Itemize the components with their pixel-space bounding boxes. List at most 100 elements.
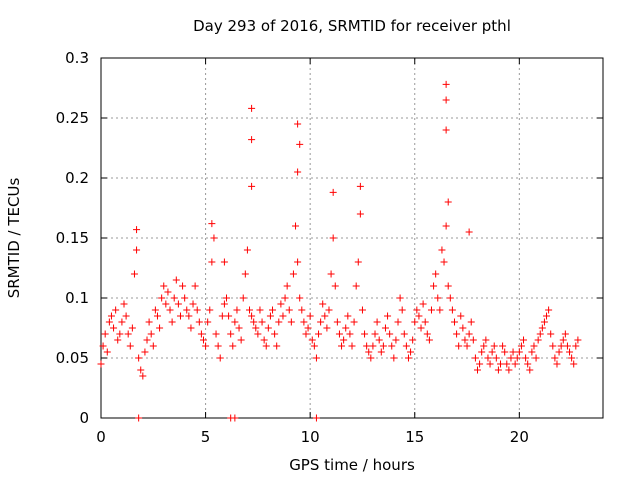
data-point — [559, 336, 567, 344]
data-point — [252, 324, 260, 332]
data-point — [160, 282, 168, 290]
data-point — [126, 342, 134, 350]
data-point — [133, 226, 141, 234]
data-point — [294, 168, 302, 176]
data-point — [338, 342, 346, 350]
data-point — [390, 354, 398, 362]
data-point — [379, 342, 387, 350]
data-point — [254, 330, 262, 338]
data-point — [141, 348, 149, 356]
data-point — [555, 348, 563, 356]
data-point — [296, 140, 304, 148]
data-point — [256, 306, 264, 314]
data-point — [484, 354, 492, 362]
data-point — [476, 360, 484, 368]
data-point — [503, 360, 511, 368]
data-point — [319, 300, 327, 308]
data-point — [248, 182, 256, 190]
x-axis-label: GPS time / hours — [289, 456, 415, 474]
data-point — [258, 318, 266, 326]
data-point — [122, 312, 130, 320]
y-tick-label: 0.2 — [65, 169, 89, 187]
data-point — [482, 336, 490, 344]
data-point — [304, 324, 312, 332]
data-point — [553, 360, 561, 368]
data-point — [453, 330, 461, 338]
data-point — [377, 348, 385, 356]
data-point — [407, 348, 415, 356]
data-point — [149, 342, 157, 350]
data-point — [505, 366, 513, 374]
data-point — [269, 306, 277, 314]
data-point — [124, 330, 132, 338]
data-point — [317, 318, 325, 326]
data-point — [279, 312, 287, 320]
data-point — [356, 210, 364, 218]
data-point — [342, 324, 350, 332]
data-point — [145, 318, 153, 326]
data-point — [231, 414, 239, 422]
data-point — [501, 348, 509, 356]
data-point — [440, 258, 448, 266]
data-point — [492, 354, 500, 362]
data-point — [465, 330, 473, 338]
data-point — [369, 342, 377, 350]
data-point — [312, 414, 320, 422]
grid — [101, 58, 603, 418]
data-point — [442, 222, 450, 230]
data-point — [315, 330, 323, 338]
data-point — [204, 318, 212, 326]
data-point — [294, 258, 302, 266]
data-point — [350, 318, 358, 326]
data-point — [235, 324, 243, 332]
data-point — [233, 306, 241, 314]
data-point — [310, 342, 318, 350]
data-point — [120, 300, 128, 308]
data-point — [271, 330, 279, 338]
data-point — [344, 312, 352, 320]
data-point — [356, 182, 364, 190]
data-point — [143, 336, 151, 344]
data-point — [365, 348, 373, 356]
data-point — [281, 294, 289, 302]
data-point — [434, 294, 442, 302]
data-point — [499, 342, 507, 350]
axis-ticks — [100, 57, 603, 419]
data-point — [151, 306, 159, 314]
data-point — [323, 324, 331, 332]
data-point — [135, 354, 143, 362]
data-point — [331, 282, 339, 290]
data-point — [229, 342, 237, 350]
data-point — [248, 312, 256, 320]
data-point — [396, 294, 404, 302]
data-point — [361, 330, 369, 338]
data-point — [442, 96, 450, 104]
y-tick-label: 0.05 — [56, 349, 89, 367]
data-point — [432, 270, 440, 278]
data-point — [354, 258, 362, 266]
data-point — [467, 318, 475, 326]
data-point — [208, 220, 216, 228]
data-point — [507, 354, 515, 362]
data-point — [273, 342, 281, 350]
data-point — [296, 294, 304, 302]
data-point — [195, 318, 203, 326]
data-point — [292, 222, 300, 230]
data-point — [335, 330, 343, 338]
data-point — [137, 366, 145, 374]
y-axis-label: SRMTID / TECUs — [5, 178, 23, 299]
data-point — [459, 324, 467, 332]
x-tick-label: 15 — [405, 428, 424, 446]
data-point — [158, 294, 166, 302]
data-point — [218, 312, 226, 320]
data-point — [220, 300, 228, 308]
data-point — [511, 360, 519, 368]
data-points — [97, 80, 582, 422]
data-point — [561, 330, 569, 338]
x-tick-label: 0 — [96, 428, 106, 446]
data-point — [488, 348, 496, 356]
data-point — [118, 318, 126, 326]
data-point — [413, 306, 421, 314]
data-point — [509, 348, 517, 356]
